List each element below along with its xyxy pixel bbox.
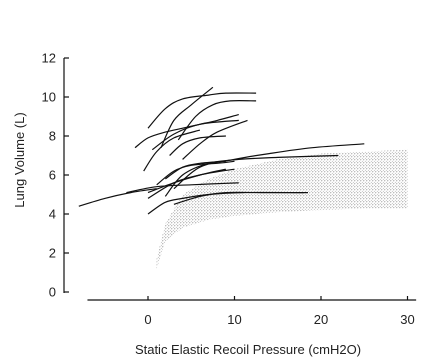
x-axis-title: Static Elastic Recoil Pressure (cmH2O)	[135, 342, 361, 357]
pv-curve	[160, 86, 214, 148]
pv-curve	[78, 188, 157, 207]
pv-curve	[173, 143, 365, 190]
pv-curve	[164, 160, 226, 180]
y-axis-title: Lung Volume (L)	[12, 112, 27, 207]
pv-curve	[156, 160, 235, 186]
pv-curve	[169, 135, 226, 156]
x-tick-label: 0	[144, 312, 151, 327]
pv-curve	[151, 119, 239, 151]
pv-curve	[177, 99, 257, 141]
y-tick-label: 10	[42, 90, 56, 105]
plot-area: 0 2 4 6 8 10 12 0 10 20 30	[42, 51, 417, 327]
stippled-region	[156, 149, 408, 269]
x-tick-label: 20	[314, 312, 328, 327]
pv-curve	[173, 191, 308, 205]
x-tick-label: 30	[400, 312, 414, 327]
x-tick-label: 10	[227, 312, 241, 327]
y-tick-label: 8	[49, 129, 56, 144]
pv-curve	[147, 168, 227, 194]
y-tick-label: 6	[49, 168, 56, 183]
pv-curve	[134, 114, 239, 149]
pv-curve	[143, 129, 201, 172]
pv-curve	[147, 92, 257, 129]
pv-curve	[182, 119, 248, 160]
pv-curve	[126, 182, 239, 194]
y-tick-label: 12	[42, 51, 56, 66]
y-tick-label: 2	[49, 246, 56, 261]
y-tick-label: 4	[49, 207, 56, 222]
y-tick-label: 0	[49, 285, 56, 300]
